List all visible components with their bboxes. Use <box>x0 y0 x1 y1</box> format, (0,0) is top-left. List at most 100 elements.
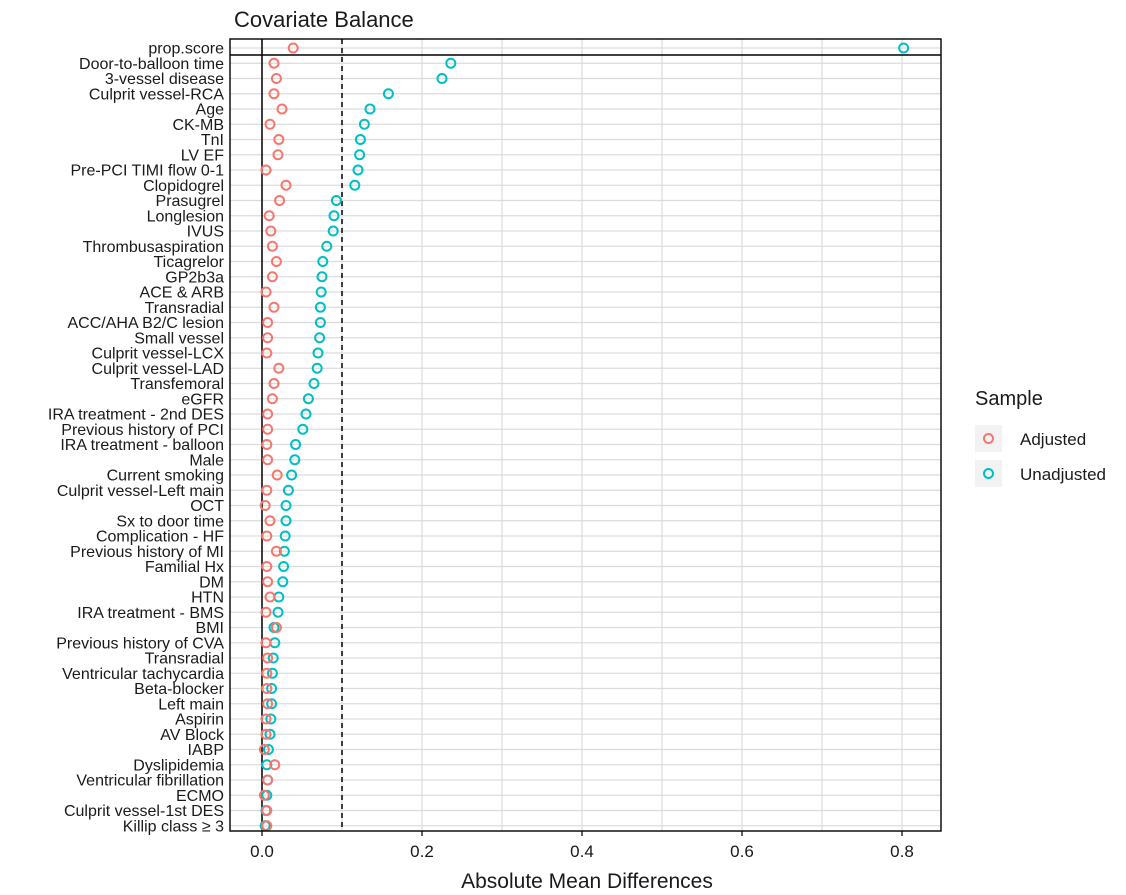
legend-label-unadjusted: Unadjusted <box>1020 465 1106 484</box>
point-unadjusted <box>286 469 298 481</box>
y-tick-label: Complication - HF <box>96 529 224 546</box>
point-adjusted <box>268 88 280 100</box>
point-adjusted <box>259 500 271 511</box>
point-adjusted <box>261 667 273 679</box>
x-tick-label: 0.0 <box>250 842 274 861</box>
point-unadjusted <box>272 606 284 618</box>
y-tick-label: Culprit vessel-Left main <box>57 483 224 500</box>
point-adjusted <box>261 683 273 694</box>
point-unadjusted <box>354 149 366 161</box>
y-tick-label: BMI <box>196 620 224 637</box>
point-unadjusted <box>321 240 333 252</box>
point-adjusted <box>262 652 274 664</box>
point-adjusted <box>266 240 278 252</box>
point-adjusted <box>262 774 274 786</box>
point-adjusted <box>262 332 274 344</box>
y-tick-label: Door-to-balloon time <box>79 56 224 73</box>
point-adjusted <box>266 271 278 283</box>
y-tick-label: HTN <box>191 590 224 607</box>
point-adjusted <box>276 103 288 115</box>
point-adjusted <box>270 256 282 267</box>
point-adjusted <box>261 805 273 816</box>
y-tick-label: Thrombusaspiration <box>83 239 224 256</box>
point-unadjusted <box>354 134 366 145</box>
point-adjusted <box>273 362 285 374</box>
point-adjusted <box>260 637 272 649</box>
point-adjusted <box>287 42 299 54</box>
point-unadjusted <box>282 484 294 496</box>
y-tick-label: Sx to door time <box>116 513 224 530</box>
point-adjusted <box>280 179 292 191</box>
point-adjusted <box>262 317 274 328</box>
point-unadjusted <box>265 713 277 725</box>
y-tick-label: Culprit vessel-LCX <box>92 346 225 363</box>
y-tick-label: ACE & ARB <box>140 285 224 302</box>
y-tick-label: Small vessel <box>134 330 224 347</box>
point-unadjusted <box>445 57 457 69</box>
panel-border <box>229 38 942 832</box>
point-unadjusted <box>314 301 326 313</box>
y-tick-label: Aspirin <box>175 712 224 729</box>
point-adjusted <box>268 57 280 69</box>
data-points <box>258 42 910 832</box>
point-adjusted <box>268 378 280 389</box>
y-tick-label: ACC/AHA B2/C lesion <box>67 315 224 332</box>
y-tick-label: Previous history of MI <box>70 544 224 561</box>
y-tick-label: Ticagrelor <box>153 254 224 271</box>
y-tick-label: CK-MB <box>172 117 224 134</box>
point-unadjusted <box>358 118 370 130</box>
point-unadjusted <box>317 256 329 267</box>
point-unadjusted <box>277 576 289 588</box>
point-unadjusted <box>312 347 324 359</box>
point-unadjusted <box>280 500 292 511</box>
x-axis-ticks: 0.0 0.2 0.4 0.6 0.8 <box>250 831 914 861</box>
point-adjusted <box>268 301 280 313</box>
point-adjusted <box>258 744 270 755</box>
point-adjusted <box>266 393 278 405</box>
legend-item-adjusted: Adjusted <box>975 425 1086 452</box>
point-adjusted <box>265 225 277 237</box>
y-tick-label: AV Block <box>160 727 225 744</box>
point-unadjusted <box>308 378 320 389</box>
y-tick-label: Age <box>196 102 225 119</box>
x-tick-label: 0.6 <box>730 842 754 861</box>
y-tick-label: Ventricular fibrillation <box>76 773 224 790</box>
point-unadjusted <box>266 667 278 679</box>
point-unadjusted <box>267 652 279 664</box>
y-tick-label: Dyslipidemia <box>133 757 224 774</box>
legend-title: Sample <box>975 388 1043 410</box>
point-adjusted <box>262 423 274 435</box>
point-unadjusted <box>300 408 312 420</box>
legend-item-unadjusted: Unadjusted <box>975 460 1106 487</box>
y-tick-label: Familial Hx <box>145 559 224 576</box>
point-adjusted <box>261 347 273 359</box>
y-tick-label: IABP <box>188 742 224 759</box>
point-adjusted <box>258 789 270 801</box>
y-tick-label: 3-vessel disease <box>105 71 224 88</box>
chart-title: Covariate Balance <box>234 7 414 32</box>
y-tick-label: Killip class ≥ 3 <box>123 818 224 835</box>
point-unadjusted <box>327 225 339 237</box>
y-tick-label: Transradial <box>145 300 224 317</box>
point-adjusted <box>264 515 276 527</box>
point-adjusted <box>261 820 273 832</box>
legend-key-background <box>975 425 1002 452</box>
point-adjusted <box>269 759 281 771</box>
point-adjusted <box>272 149 284 161</box>
point-adjusted <box>262 698 274 710</box>
point-adjusted <box>274 195 286 206</box>
y-tick-label: Culprit vessel-1st DES <box>64 803 224 820</box>
point-unadjusted <box>352 164 364 176</box>
point-adjusted <box>261 530 273 542</box>
y-tick-label: ECMO <box>176 788 224 805</box>
point-unadjusted <box>266 683 278 694</box>
point-unadjusted <box>279 530 291 542</box>
point-adjusted <box>261 439 273 450</box>
point-unadjusted <box>330 195 342 206</box>
point-adjusted <box>262 454 274 466</box>
y-tick-label: DM <box>199 574 224 591</box>
y-tick-label: Previous history of CVA <box>56 635 224 652</box>
y-tick-label: TnI <box>201 132 224 149</box>
y-tick-label: prop.score <box>148 41 224 58</box>
point-adjusted <box>270 545 282 557</box>
